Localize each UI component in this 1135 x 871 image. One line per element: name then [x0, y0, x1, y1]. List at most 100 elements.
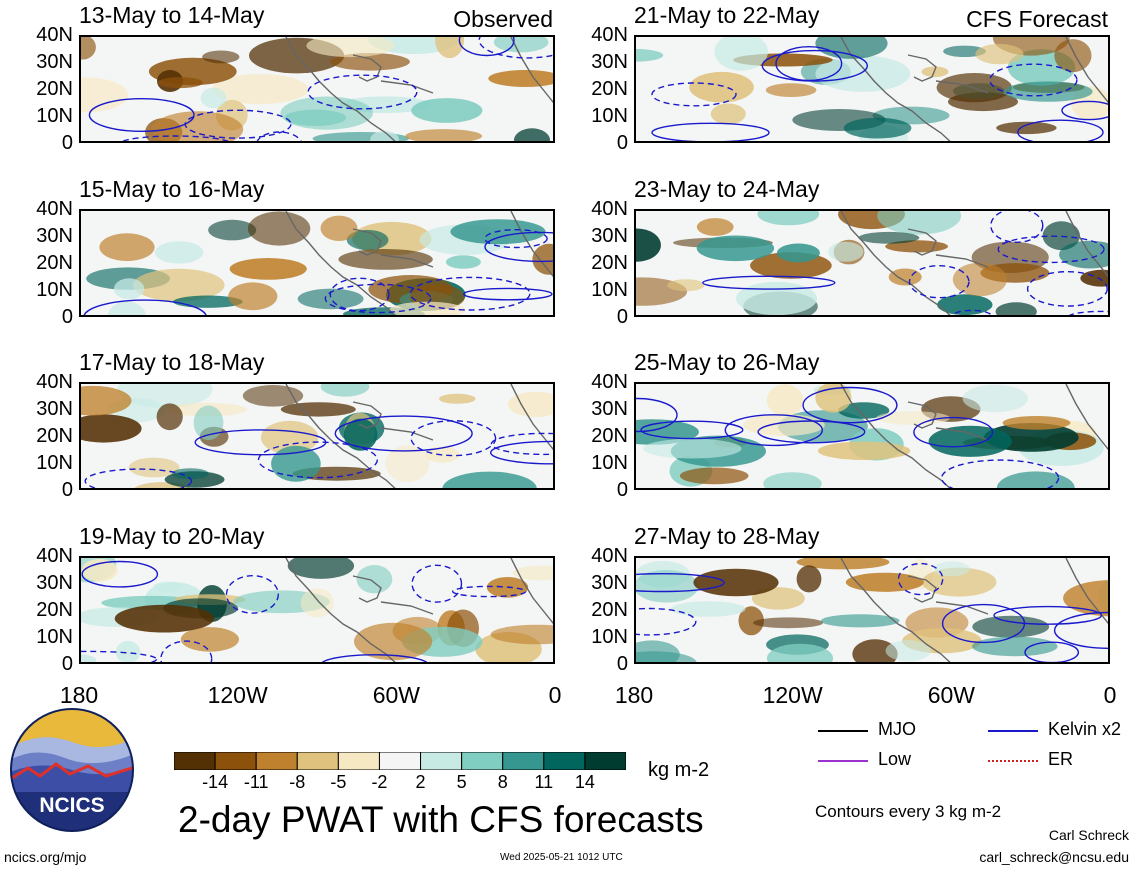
kelvin-contour — [761, 49, 869, 82]
pwat-field — [81, 37, 553, 141]
anomaly-region — [180, 627, 239, 652]
anomaly-region — [763, 472, 822, 488]
anomaly-region — [736, 281, 818, 315]
y-tick-label: 30N — [591, 572, 628, 594]
colorbar-label: 11 — [534, 772, 554, 792]
y-tick-label: 30N — [591, 398, 628, 420]
anomaly-region — [696, 235, 775, 262]
y-tick-label: 10N — [36, 626, 73, 648]
kelvin-contour — [334, 415, 473, 452]
anomaly-region — [817, 441, 911, 460]
anomaly-region — [284, 109, 347, 127]
anomaly-region — [297, 288, 364, 310]
anomaly-region — [99, 233, 155, 262]
anomaly-region — [796, 558, 890, 570]
anomaly-region — [636, 228, 661, 262]
kelvin-contour — [636, 397, 678, 433]
y-tick-label: 30N — [591, 51, 628, 73]
legend-label: MJO — [878, 719, 916, 739]
anomaly-region — [643, 438, 742, 459]
legend-line — [988, 760, 1038, 762]
kelvin-contour — [484, 229, 548, 249]
kelvin-contour — [702, 275, 836, 290]
y-tick-label: 20N — [36, 252, 73, 274]
anomaly-region — [81, 385, 132, 416]
anomaly-region — [330, 53, 410, 71]
anomaly-region — [1002, 416, 1071, 430]
anomaly-region — [845, 572, 924, 592]
colorbar-label: 14 — [574, 772, 595, 792]
anomaly-region — [271, 445, 321, 482]
kelvin-contour — [651, 82, 737, 107]
anomaly-region — [508, 391, 553, 418]
colorbar-label: -2 — [371, 772, 388, 792]
legend-label: Kelvin x2 — [1048, 719, 1122, 739]
author-email[interactable]: carl_schreck@ncsu.edu — [979, 849, 1129, 865]
anomaly-region — [411, 98, 483, 123]
anomaly-region — [114, 604, 215, 633]
anomaly-region — [338, 249, 433, 270]
colorbar-swatch — [173, 751, 216, 771]
x-tick-label: 180 — [614, 682, 654, 708]
anomaly-region — [838, 402, 890, 419]
pwat-field — [81, 558, 553, 662]
colorbar-swatch — [502, 751, 545, 771]
anomaly-region — [975, 43, 1024, 65]
y-tick-label: 40N — [36, 24, 73, 46]
kelvin-contour — [81, 560, 159, 588]
anomaly-region — [885, 640, 931, 662]
colorbar-label: 8 — [497, 772, 508, 792]
map-panel — [634, 209, 1110, 317]
panel-title: 23-May to 24-May — [634, 176, 820, 202]
panel-tag: CFS Forecast — [966, 6, 1108, 32]
anomaly-region — [943, 45, 986, 57]
colorbar-swatch — [255, 751, 298, 771]
anomaly-region — [512, 565, 553, 581]
y-tick-label: 0 — [616, 653, 628, 675]
anomaly-region — [81, 558, 118, 582]
anomaly-region — [439, 393, 476, 404]
y-tick-label: 30N — [36, 572, 73, 594]
map-panel — [634, 382, 1110, 490]
anomaly-region — [389, 301, 466, 315]
kelvin-contour — [941, 603, 1026, 644]
colorbar-label: -14 — [202, 772, 229, 792]
map-panel — [634, 35, 1110, 143]
anomaly-region — [815, 384, 852, 413]
colorbar-swatch — [214, 751, 257, 771]
anomaly-region — [962, 384, 1028, 413]
anomaly-region — [320, 384, 370, 397]
site-url[interactable]: ncics.org/mjo — [4, 849, 87, 865]
anomaly-region — [738, 606, 764, 636]
panel-title: 21-May to 22-May — [634, 2, 820, 28]
anomaly-region — [922, 567, 997, 597]
y-tick-label: 10N — [591, 105, 628, 127]
y-tick-label: 10N — [591, 279, 628, 301]
colorbar-swatch — [337, 751, 380, 771]
coastline — [285, 211, 553, 315]
anomaly-region — [152, 111, 244, 141]
anomaly-region — [242, 385, 304, 407]
anomaly-region — [757, 211, 820, 226]
colorbar-label: -5 — [330, 772, 347, 792]
kelvin-contour — [84, 468, 193, 488]
x-tick-label: 180 — [59, 682, 99, 708]
anomaly-region — [490, 624, 553, 645]
anomaly-region — [81, 37, 96, 60]
main-title: 2-day PWAT with CFS forecasts — [178, 799, 704, 840]
y-tick-label: 0 — [616, 479, 628, 501]
anomaly-region — [828, 241, 864, 262]
colorbar-swatch — [420, 751, 463, 771]
anomaly-region — [133, 268, 225, 302]
y-tick-label: 40N — [36, 371, 73, 393]
ncics-logo: NCICS — [10, 708, 134, 832]
legend-line — [988, 730, 1038, 732]
map-panel — [79, 556, 555, 664]
anomaly-region — [636, 570, 699, 603]
anomaly-region — [247, 211, 311, 246]
anomaly-region — [260, 420, 319, 455]
anomaly-region — [877, 211, 962, 235]
kelvin-contour — [636, 573, 725, 593]
anomaly-region — [287, 558, 355, 579]
anomaly-region — [1003, 81, 1093, 102]
